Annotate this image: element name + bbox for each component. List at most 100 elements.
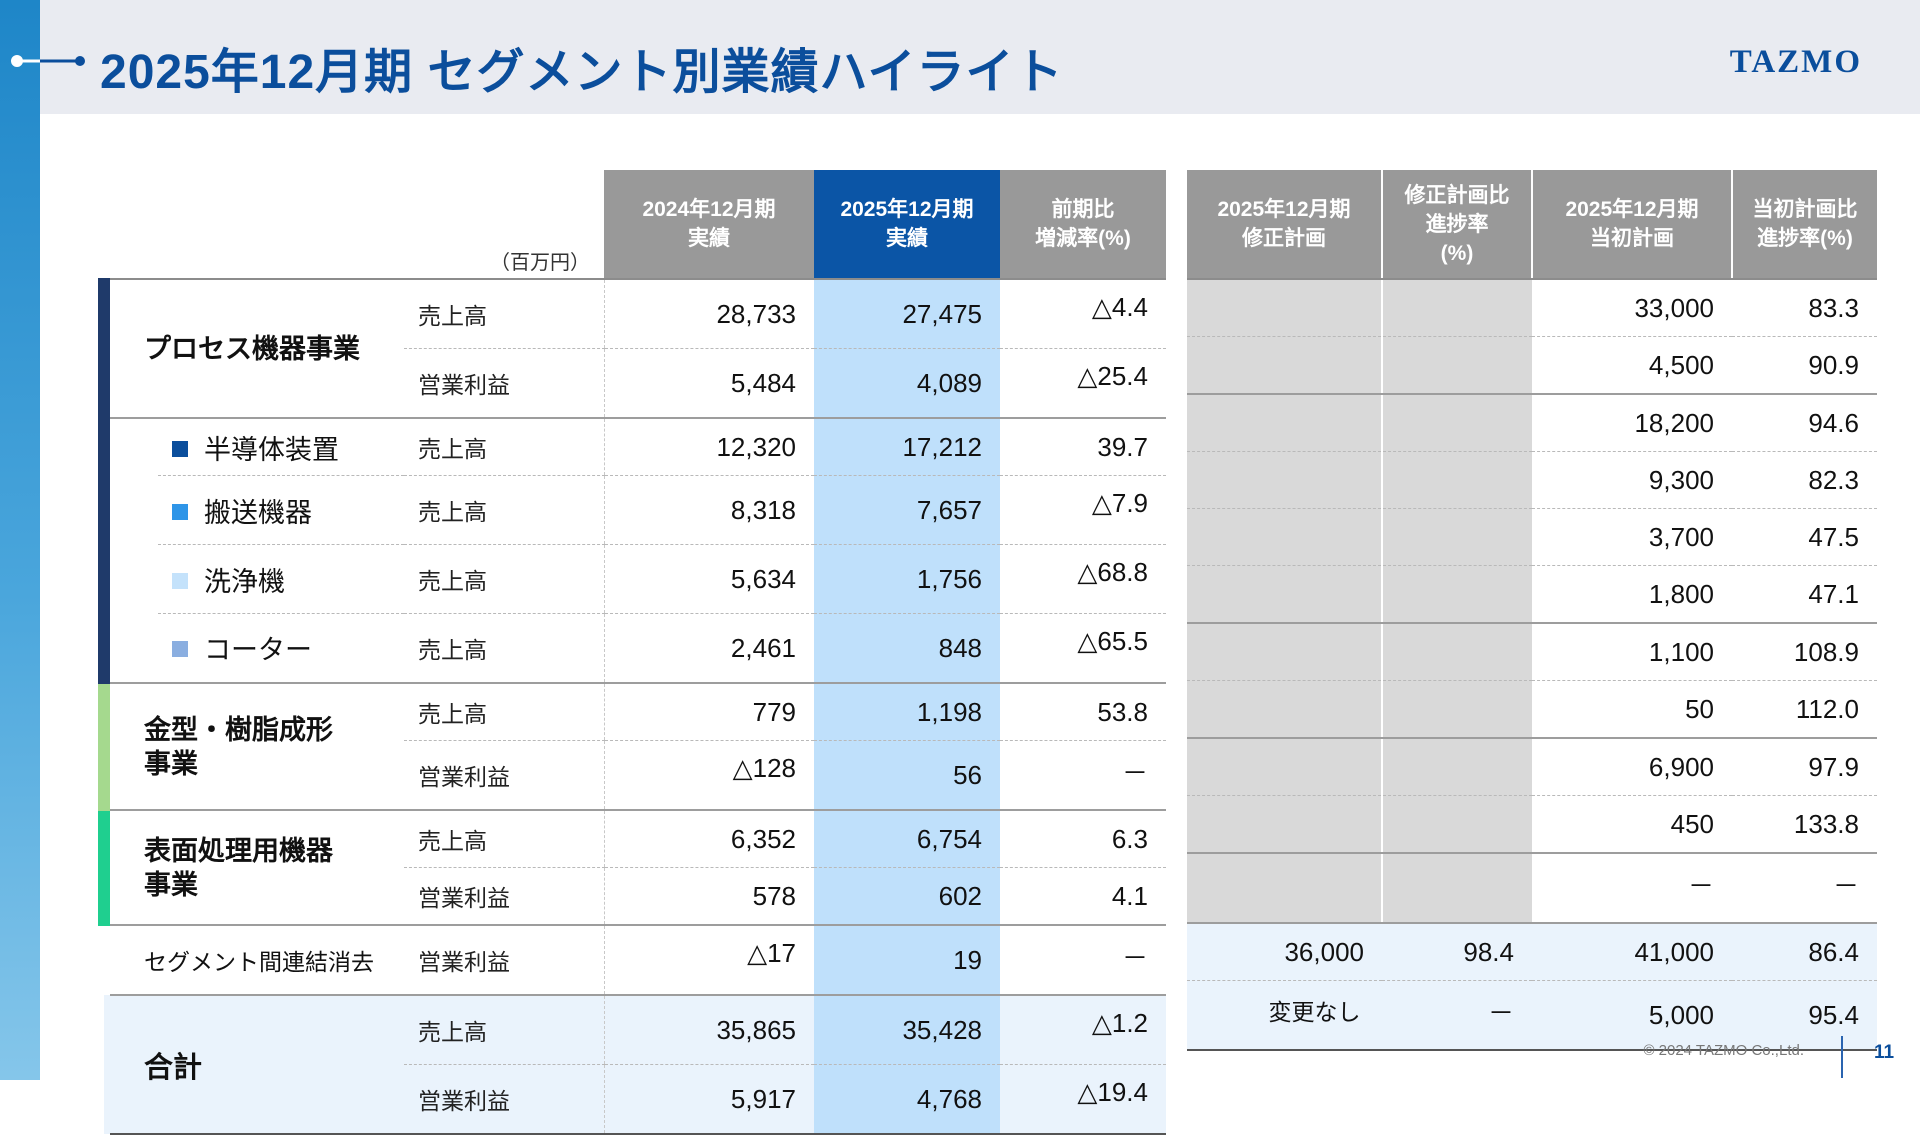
table-row: 6,900 97.9	[1187, 738, 1877, 796]
initial-plan-value: 450	[1532, 795, 1732, 854]
prev-value: 2,461	[603, 613, 814, 684]
prev-value: 779	[603, 683, 814, 741]
initial-plan-value: 4,500	[1532, 336, 1732, 395]
header-blank	[104, 170, 404, 280]
yoy-value: 39.7	[1000, 418, 1166, 476]
initial-plan-value: 3,700	[1532, 508, 1732, 566]
table-row: コーター 売上高 2,461 848 △65.5	[98, 613, 1166, 684]
footer-divider	[1841, 1036, 1843, 1078]
cur-value: 4,089	[814, 348, 1000, 419]
table-row: 搬送機器 売上高 8,318 7,657 △7.9	[98, 475, 1166, 545]
left-accent-bar	[0, 0, 40, 1080]
initial-plan-value: 9,300	[1532, 451, 1732, 509]
initial-progress-value: 82.3	[1732, 451, 1877, 509]
segment-name-process: プロセス機器事業	[98, 279, 404, 419]
initial-progress-value: 90.9	[1732, 336, 1877, 395]
initial-progress-value: －	[1732, 853, 1877, 924]
initial-progress-value: 112.0	[1732, 680, 1877, 739]
yoy-value: △19.4	[1000, 1064, 1166, 1135]
subsegment-cleaner: 洗浄機	[98, 544, 404, 614]
line-dot-connector-icon	[11, 55, 85, 67]
header-band	[40, 0, 1920, 114]
prev-value: △128	[603, 740, 814, 811]
table-row: プロセス機器事業 売上高 28,733 27,475 △4.4	[98, 279, 1166, 419]
page-title: 2025年12月期 セグメント別業績ハイライト	[100, 46, 1064, 99]
metric-label: 営業利益	[404, 348, 604, 419]
table-row: 4,500 90.9	[1187, 336, 1877, 395]
revised-plan-value: 36,000	[1187, 923, 1382, 981]
cur-value: 4,768	[814, 1064, 1000, 1135]
revised-progress-cell	[1381, 565, 1532, 624]
header-revised-progress: 修正計画比 進捗率 (%)	[1381, 170, 1532, 280]
table-row: セグメント間連結消去 営業利益 △17 19 －	[104, 925, 1166, 996]
table-row: 営業利益 578 602 4.1	[104, 867, 1166, 926]
legend-square-icon	[172, 641, 188, 658]
revised-plan-cell	[1187, 508, 1382, 566]
table-row: － －	[1187, 853, 1877, 924]
table-row: 33,000 83.3	[1187, 279, 1877, 337]
legend-square-icon	[172, 440, 188, 457]
initial-progress-value: 108.9	[1732, 623, 1877, 681]
revised-plan-cell	[1187, 680, 1382, 739]
revised-progress-cell	[1381, 336, 1532, 395]
yoy-value: 53.8	[1000, 683, 1166, 741]
revised-plan-cell	[1187, 336, 1382, 395]
initial-plan-value: －	[1532, 853, 1732, 924]
yoy-value: △25.4	[1000, 348, 1166, 419]
header-blank	[404, 170, 604, 280]
metric-label: 売上高	[404, 613, 604, 684]
total-row: 合計 売上高 35,865 35,428 △1.2	[104, 995, 1166, 1135]
cur-value: 19	[814, 925, 1000, 996]
revised-plan-cell	[1187, 394, 1382, 452]
table-row: 表面処理用機器 事業 売上高 6,352 6,754 6.3	[98, 810, 1166, 926]
prev-value: 35,865	[603, 995, 814, 1065]
total-row: 変更なし － 5,000 95.4	[1187, 980, 1877, 1051]
initial-plan-value: 1,100	[1532, 623, 1732, 681]
revised-plan-cell	[1187, 451, 1382, 509]
revised-plan-cell	[1187, 853, 1382, 924]
cur-value: 6,754	[814, 810, 1000, 868]
subsegment-transfer: 搬送機器	[98, 475, 404, 545]
initial-plan-value: 6,900	[1532, 738, 1732, 796]
revised-progress-cell	[1381, 795, 1532, 854]
initial-progress-value: 133.8	[1732, 795, 1877, 854]
cur-value: 27,475	[814, 279, 1000, 349]
cur-value: 1,756	[814, 544, 1000, 614]
revised-progress-cell	[1381, 623, 1532, 681]
table-row: 営業利益 △128 56 －	[104, 740, 1166, 811]
revised-progress-cell	[1381, 279, 1532, 337]
revised-progress-cell	[1381, 451, 1532, 509]
tazmo-logo: TAZMO	[1729, 44, 1862, 80]
header-revised-plan: 2025年12月期 修正計画	[1187, 170, 1382, 280]
yoy-value: △7.9	[1000, 475, 1166, 545]
prev-value: 5,917	[603, 1064, 814, 1135]
prev-value: 5,484	[603, 348, 814, 419]
revised-progress-cell	[1381, 508, 1532, 566]
initial-plan-value: 41,000	[1532, 923, 1732, 981]
cur-value: 602	[814, 867, 1000, 926]
legend-square-icon	[172, 572, 188, 589]
page-number: 11	[1874, 1042, 1895, 1063]
initial-progress-value: 94.6	[1732, 394, 1877, 452]
prev-value: 6,352	[603, 810, 814, 868]
table-row: 3,700 47.5	[1187, 508, 1877, 566]
yoy-value: △68.8	[1000, 544, 1166, 614]
cur-value: 35,428	[814, 995, 1000, 1065]
metric-label: 売上高	[404, 995, 604, 1065]
initial-progress-value: 97.9	[1732, 738, 1877, 796]
subsegment-coater: コーター	[98, 613, 404, 684]
revised-plan-cell	[1187, 738, 1382, 796]
segment-name-mold: 金型・樹脂成形 事業	[98, 683, 404, 811]
revised-plan-value: 変更なし	[1187, 980, 1382, 1051]
header-cur-actual: 2025年12月期 実績	[814, 170, 1000, 280]
revised-progress-value: 98.4	[1382, 923, 1532, 981]
plan-comparison-table: 2025年12月期 修正計画 修正計画比 進捗率 (%) 2025年12月期 当初計画 …	[1187, 170, 1877, 1051]
prev-value: △17	[603, 925, 814, 996]
metric-label: 売上高	[404, 475, 604, 545]
header-yoy: 前期比 増減率(%)	[1000, 170, 1166, 280]
table-row: 1,100 108.9	[1187, 623, 1877, 681]
header-initial-plan: 2025年12月期 当初計画	[1531, 170, 1732, 280]
yoy-value: 6.3	[1000, 810, 1166, 868]
table-row: 営業利益 5,484 4,089 △25.4	[104, 348, 1166, 419]
segment-name-elimination: セグメント間連結消去	[104, 925, 404, 996]
